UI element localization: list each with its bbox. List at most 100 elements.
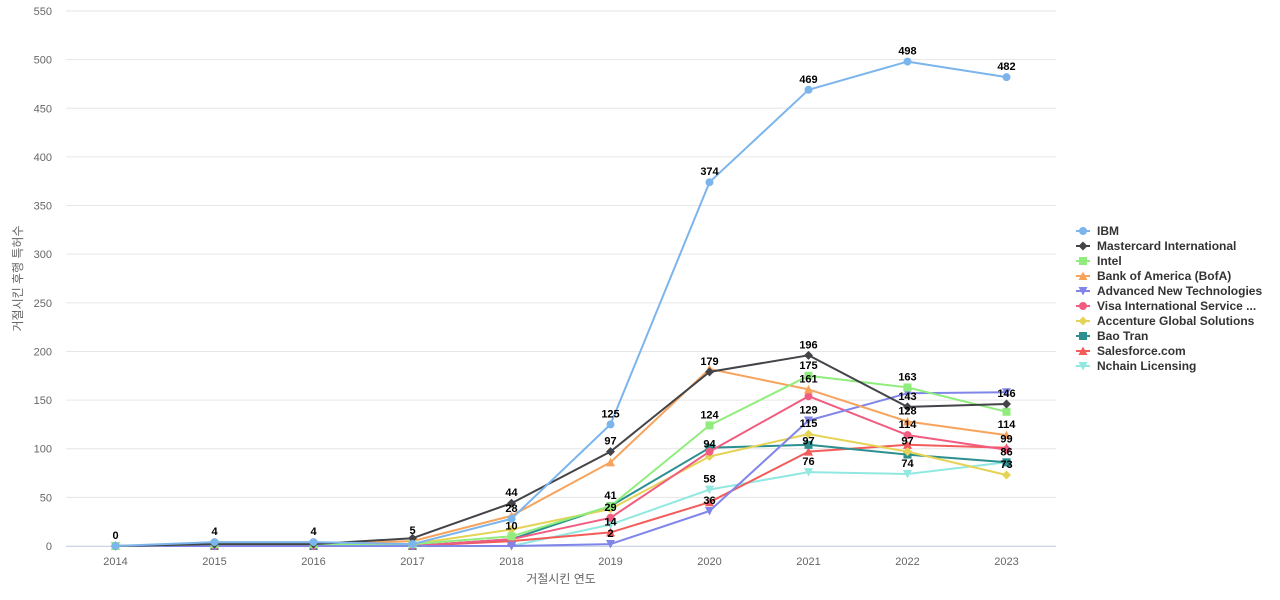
data-labels: 0 4 4 5442810125974129142374179124945836469… <box>112 46 1016 542</box>
data-label: 29 <box>604 502 616 514</box>
series-advanced-new-technologies[interactable] <box>111 388 1011 551</box>
y-tick-label: 350 <box>34 201 52 213</box>
data-point <box>804 429 813 439</box>
series-line <box>114 443 1008 547</box>
x-tick-label: 2016 <box>301 556 325 568</box>
data-point <box>408 540 417 549</box>
series-line <box>114 461 1008 547</box>
data-point <box>804 371 813 380</box>
data-point <box>804 384 813 394</box>
data-label: 97 <box>802 436 814 448</box>
legend-symbol <box>1078 287 1088 296</box>
data-label: 482 <box>997 61 1015 73</box>
legend-symbol <box>1079 332 1087 340</box>
series-line <box>114 60 1008 547</box>
y-tick-label: 150 <box>34 395 52 407</box>
legend-item[interactable]: Nchain Licensing <box>1076 359 1196 373</box>
data-label: 5 <box>409 525 415 537</box>
legend-label: Nchain Licensing <box>1097 359 1196 373</box>
legend-item[interactable]: Bao Tran <box>1076 329 1148 343</box>
data-point <box>1002 470 1011 480</box>
data-label: 469 <box>799 74 817 86</box>
data-point <box>1002 399 1011 409</box>
y-tick-label: 450 <box>34 103 52 115</box>
data-label: 175 <box>799 360 817 372</box>
legend-label: Bao Tran <box>1097 329 1148 343</box>
data-label: 97 <box>901 436 913 448</box>
x-tick-label: 2017 <box>400 556 424 568</box>
data-label: 114 <box>998 419 1017 431</box>
legend-item[interactable]: Accenture Global Solutions <box>1076 314 1255 328</box>
data-label: 2 <box>607 528 613 540</box>
y-tick-label: 0 <box>46 541 52 553</box>
data-label: 161 <box>799 373 817 385</box>
legend-item[interactable]: IBM <box>1076 224 1119 238</box>
data-label: 374 <box>700 166 719 178</box>
data-label: 128 <box>898 405 916 417</box>
data-point <box>705 367 714 377</box>
legend-item[interactable]: Salesforce.com <box>1076 344 1186 358</box>
legend-symbol <box>1078 316 1088 326</box>
y-tick-label: 500 <box>34 55 52 67</box>
legend-item[interactable]: Advanced New Technologies <box>1076 284 1262 298</box>
data-point <box>705 421 714 430</box>
data-point <box>111 542 120 550</box>
data-point <box>606 447 615 457</box>
data-point <box>606 527 615 537</box>
data-label: 0 <box>112 530 118 542</box>
x-tick-label: 2020 <box>697 556 721 568</box>
data-point <box>903 440 912 449</box>
data-label: 58 <box>703 474 715 486</box>
data-point <box>507 542 516 551</box>
data-point <box>705 447 714 456</box>
y-tick-label: 200 <box>34 346 52 358</box>
legend-item[interactable]: Bank of America (BofA) <box>1076 269 1231 283</box>
data-label: 4 <box>310 526 317 538</box>
data-point <box>1002 458 1011 467</box>
data-point <box>804 447 813 456</box>
y-tick-label: 550 <box>34 6 52 18</box>
x-tick-label: 2015 <box>202 556 226 568</box>
data-point <box>705 506 714 516</box>
series-line <box>114 391 1008 547</box>
data-point <box>606 457 615 467</box>
series-line <box>114 354 1008 547</box>
legend-item[interactable]: Intel <box>1076 254 1122 268</box>
data-label: 76 <box>802 456 814 468</box>
x-tick-label: 2023 <box>994 556 1018 568</box>
legend-label: Intel <box>1097 254 1122 268</box>
x-tick-label: 2018 <box>499 556 523 568</box>
data-label: 498 <box>898 46 916 58</box>
data-point <box>408 533 417 543</box>
series-ibm[interactable] <box>111 57 1011 550</box>
series-bao-tran[interactable] <box>111 440 1011 550</box>
y-axis-title: 거절시킨 후행 특허수 <box>10 225 25 331</box>
series-line <box>114 374 1008 547</box>
data-point <box>1002 73 1011 82</box>
data-point <box>507 514 516 523</box>
data-label: 125 <box>601 408 619 420</box>
data-label: 73 <box>1000 459 1012 471</box>
data-point <box>903 383 912 392</box>
data-label: 44 <box>505 487 518 499</box>
data-point <box>705 178 714 187</box>
data-point <box>507 532 516 541</box>
data-label: 143 <box>898 391 916 403</box>
data-label: 99 <box>1000 434 1012 446</box>
series-salesforce-com[interactable] <box>111 440 1011 550</box>
data-point <box>804 85 813 94</box>
data-point <box>507 524 516 534</box>
legend-label: Salesforce.com <box>1097 344 1186 358</box>
data-point <box>507 498 516 508</box>
legend-item[interactable]: Visa International Service ... <box>1076 299 1256 313</box>
data-point <box>210 538 219 547</box>
data-label: 146 <box>997 388 1015 400</box>
data-label: 94 <box>703 439 716 451</box>
data-label: 4 <box>211 526 218 538</box>
data-point <box>903 431 912 440</box>
data-point <box>903 470 912 479</box>
data-point <box>903 416 912 426</box>
data-point <box>1002 445 1011 454</box>
legend-item[interactable]: Mastercard International <box>1076 239 1236 253</box>
